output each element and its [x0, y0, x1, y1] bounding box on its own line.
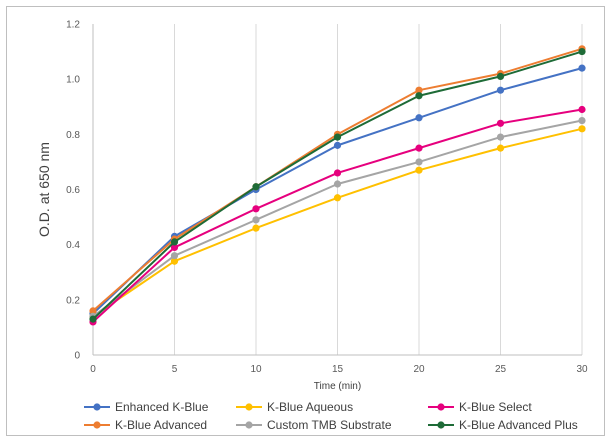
data-point-3-4 — [415, 158, 423, 166]
legend-swatch-marker-5 — [437, 421, 445, 429]
legend-swatch-marker-3 — [245, 421, 253, 429]
legend-label-3: Custom TMB Substrate — [267, 418, 392, 432]
x-tick-label-3: 15 — [332, 364, 344, 375]
y-axis-label: O.D. at 650 nm — [36, 142, 52, 237]
data-point-5-0 — [89, 315, 97, 323]
data-point-5-2 — [252, 183, 260, 191]
data-point-3-5 — [496, 133, 505, 141]
legend-label-5: K-Blue Advanced Plus — [459, 418, 578, 432]
data-point-2-6 — [578, 125, 586, 133]
x-tick-label-5: 25 — [495, 364, 507, 375]
legend-item-3: Custom TMB Substrate — [236, 418, 392, 432]
data-point-0-5 — [496, 86, 505, 94]
data-point-0-6 — [578, 64, 586, 72]
data-point-5-5 — [496, 72, 505, 81]
series-3 — [89, 116, 586, 320]
y-tick-label-5: 1.0 — [66, 75, 80, 86]
data-point-2-4 — [415, 166, 423, 174]
data-point-2-2 — [252, 224, 260, 232]
data-point-5-4 — [415, 92, 423, 100]
x-tick-label-4: 20 — [413, 364, 425, 375]
legend-item-5: K-Blue Advanced Plus — [428, 418, 578, 432]
data-point-2-5 — [496, 144, 505, 152]
data-point-5-3 — [333, 133, 342, 141]
data-point-3-2 — [252, 216, 260, 224]
data-point-4-4 — [415, 144, 423, 152]
data-point-1-4 — [415, 86, 423, 94]
legend-label-4: K-Blue Select — [459, 400, 532, 414]
x-tick-label-1: 5 — [172, 364, 178, 375]
x-axis-label: Time (min) — [314, 381, 361, 392]
x-tick-label-2: 10 — [250, 364, 262, 375]
data-point-1-0 — [89, 307, 97, 315]
legend-label-0: Enhanced K-Blue — [115, 400, 209, 414]
y-tick-label-6: 1.2 — [66, 20, 80, 31]
data-point-2-1 — [170, 257, 179, 265]
legend-label-2: K-Blue Aqueous — [267, 400, 353, 414]
legend-label-1: K-Blue Advanced — [115, 418, 207, 432]
data-point-5-1 — [170, 238, 179, 246]
legend: Enhanced K-Blue K-Blue Aqueous K-Blue Sele… — [84, 400, 578, 432]
legend-swatch-marker-4 — [437, 403, 445, 411]
data-point-4-1 — [170, 243, 179, 252]
y-tick-label-1: 0.2 — [66, 295, 80, 306]
legend-swatch-marker-2 — [245, 403, 253, 411]
y-tick-label-0: 0 — [74, 351, 80, 362]
data-point-3-6 — [578, 116, 586, 125]
tick-labels: 0 5 10 15 20 25 30 0 0.2 0.4 0.6 0.8 1.0 1.2 — [66, 20, 588, 376]
y-tick-label-3: 0.6 — [66, 185, 80, 196]
legend-item-0: Enhanced K-Blue — [84, 400, 209, 414]
legend-item-4: K-Blue Select — [428, 400, 532, 414]
x-tick-label-6: 30 — [576, 364, 588, 375]
series-group — [89, 45, 586, 326]
y-tick-label-4: 0.8 — [66, 130, 80, 141]
data-point-3-1 — [170, 252, 179, 260]
data-point-0-4 — [415, 114, 423, 122]
data-point-4-3 — [333, 169, 342, 177]
data-point-4-6 — [578, 105, 586, 114]
data-point-4-2 — [252, 205, 260, 213]
axes — [92, 24, 582, 356]
data-point-4-5 — [496, 119, 505, 127]
data-point-3-3 — [333, 180, 342, 188]
legend-swatch-marker-0 — [93, 403, 101, 411]
series-5 — [89, 47, 586, 323]
data-point-5-6 — [578, 47, 586, 56]
data-point-2-3 — [333, 194, 342, 202]
legend-item-1: K-Blue Advanced — [84, 418, 207, 432]
y-tick-label-2: 0.4 — [66, 240, 80, 251]
legend-item-2: K-Blue Aqueous — [236, 400, 353, 414]
data-point-0-3 — [333, 141, 342, 149]
chart-frame — [6, 6, 605, 436]
x-tick-label-0: 0 — [90, 364, 96, 375]
legend-swatch-marker-1 — [93, 421, 101, 429]
